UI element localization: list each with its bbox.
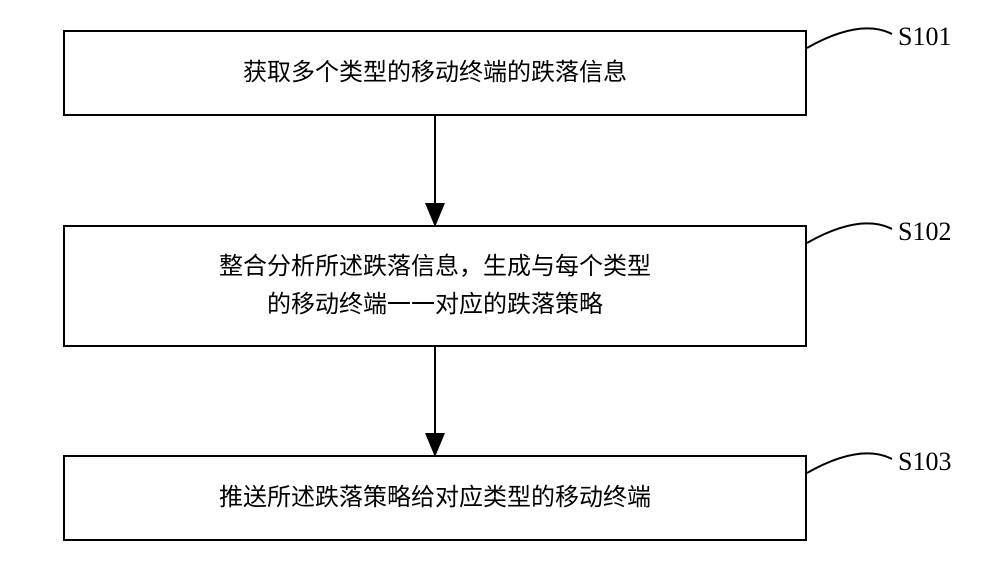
arrow-s101-s102 [0, 0, 1000, 574]
flowchart-canvas: 获取多个类型的移动终端的跌落信息 S101 整合分析所述跌落信息，生成与每个类型… [0, 0, 1000, 574]
